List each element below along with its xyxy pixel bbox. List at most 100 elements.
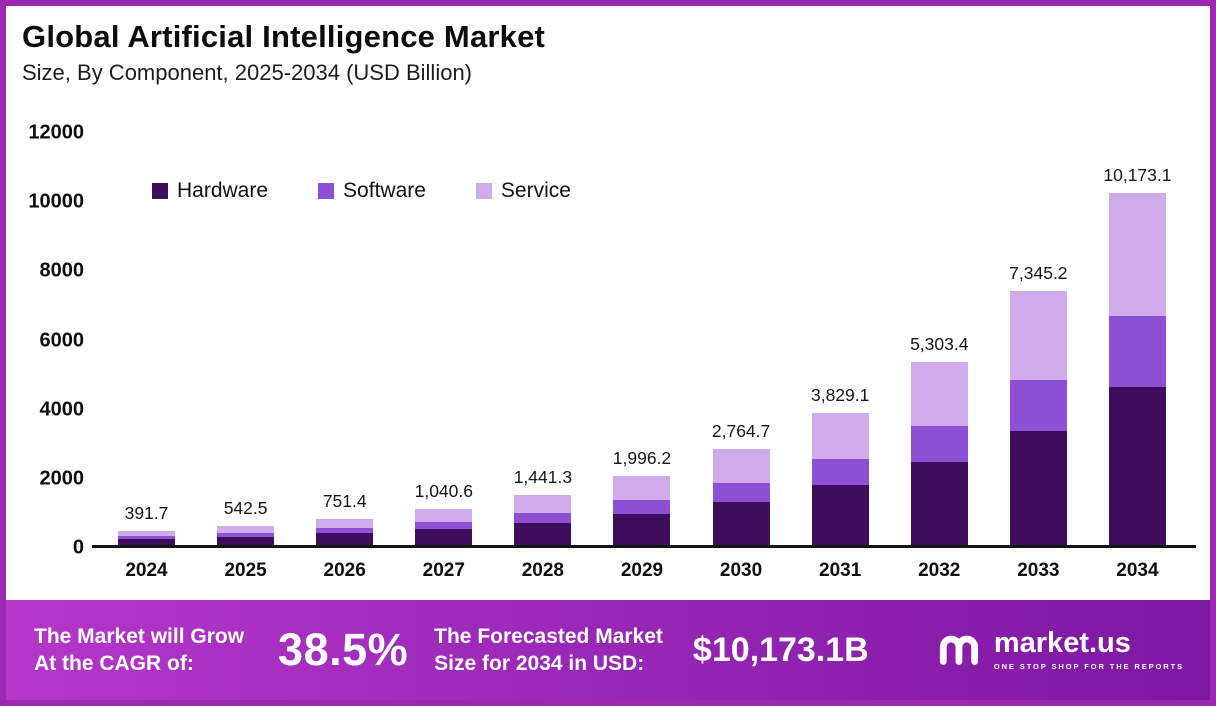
- legend-swatch-icon: [152, 183, 168, 199]
- segment-hardware[interactable]: [1108, 386, 1166, 545]
- bar-group-2029[interactable]: 1,996.2 2029: [612, 447, 672, 581]
- segment-hardware[interactable]: [613, 513, 671, 545]
- segment-hardware[interactable]: [415, 528, 473, 545]
- segment-software[interactable]: [910, 425, 968, 463]
- cagr-value: 38.5%: [278, 624, 409, 675]
- bar-group-2034[interactable]: 10,173.1 2034: [1103, 165, 1171, 581]
- bar-stack[interactable]: [811, 412, 869, 545]
- segment-service[interactable]: [712, 449, 770, 483]
- bar-total-label: 1,040.6: [414, 481, 473, 502]
- x-axis-label: 2033: [1017, 560, 1060, 581]
- forecast-value: $10,173.1B: [692, 630, 869, 669]
- chart-subtitle: Size, By Component, 2025-2034 (USD Billi…: [22, 60, 473, 86]
- forecast-label-line1: The Forecasted Market: [434, 624, 663, 648]
- x-axis-label: 2027: [422, 560, 465, 581]
- segment-hardware[interactable]: [118, 538, 175, 545]
- chart-area: 0 2000 4000 6000 8000 10000 12000 Hardware Soft…: [6, 86, 1210, 600]
- bar-total-label: 751.4: [322, 491, 367, 512]
- segment-software[interactable]: [217, 532, 275, 537]
- bar-group-2031[interactable]: 3,829.1 2031: [810, 384, 870, 581]
- cagr-label-line2: At the CAGR of:: [34, 652, 194, 675]
- segment-software[interactable]: [811, 458, 869, 486]
- bar-total-label: 2,764.7: [711, 421, 771, 442]
- segment-software[interactable]: [712, 482, 770, 502]
- segment-software[interactable]: [415, 521, 473, 529]
- segment-service[interactable]: [118, 531, 175, 537]
- bar-group-2025[interactable]: 542.5 2025: [217, 498, 275, 581]
- forecast-label: The Forecasted Market Size for 2034 in U…: [434, 623, 663, 678]
- bar-total-label: 3,829.1: [810, 384, 870, 405]
- bar-total-label: 391.7: [124, 503, 169, 524]
- legend-item-service[interactable]: Service: [475, 179, 571, 203]
- segment-software[interactable]: [514, 512, 572, 523]
- bar-stack[interactable]: [1108, 193, 1166, 545]
- y-tick-label: 4000: [39, 398, 85, 421]
- brand-text: market.us ONE STOP SHOP FOR THE REPORTS: [993, 627, 1184, 672]
- legend-item-hardware[interactable]: Hardware: [152, 179, 268, 203]
- bar-group-2026[interactable]: 751.4 2026: [316, 491, 374, 581]
- bar-group-2024[interactable]: 391.7 2024: [118, 503, 175, 581]
- y-axis: 0 2000 4000 6000 8000 10000 12000: [14, 122, 92, 559]
- x-axis-label: 2030: [719, 560, 763, 581]
- segment-software[interactable]: [118, 536, 175, 539]
- bar-stack[interactable]: [613, 475, 671, 545]
- legend: Hardware Software Service: [152, 179, 571, 203]
- chart-header: Global Artificial Intelligence Market Si…: [6, 6, 1210, 86]
- segment-software[interactable]: [316, 528, 374, 534]
- bar-stack[interactable]: [910, 361, 968, 545]
- x-axis-label: 2031: [819, 560, 862, 581]
- segment-service[interactable]: [1009, 291, 1067, 380]
- segment-software[interactable]: [1108, 316, 1166, 387]
- segment-software[interactable]: [1009, 379, 1067, 431]
- bar-total-label: 1,996.2: [612, 447, 672, 468]
- x-axis-label: 2034: [1116, 560, 1159, 581]
- bar-total-label: 10,173.1: [1103, 165, 1172, 186]
- segment-service[interactable]: [811, 412, 869, 459]
- chart-title: Global Artificial Intelligence Market: [22, 19, 546, 54]
- bar-group-2027[interactable]: 1,040.6 2027: [414, 481, 473, 581]
- market-us-logo-icon: [937, 627, 983, 673]
- cagr-label: The Market will Grow At the CAGR of:: [34, 623, 244, 678]
- bar-stack[interactable]: [118, 531, 175, 545]
- y-tick-label: 2000: [39, 467, 85, 490]
- legend-label: Service: [500, 179, 571, 202]
- bar-total-label: 5,303.4: [910, 333, 969, 354]
- bar-group-2028[interactable]: 1,441.3 2028: [514, 467, 572, 581]
- segment-service[interactable]: [415, 509, 473, 522]
- y-tick-label: 12000: [28, 121, 84, 144]
- segment-service[interactable]: [316, 519, 374, 529]
- bar-stack[interactable]: [217, 526, 275, 545]
- legend-swatch-icon: [475, 183, 492, 199]
- segment-hardware[interactable]: [514, 522, 572, 545]
- bar-stack[interactable]: [316, 519, 374, 545]
- bar-group-2033[interactable]: 7,345.2 2033: [1009, 263, 1067, 581]
- bar-group-2032[interactable]: 5,303.4 2032: [910, 333, 969, 581]
- legend-swatch-icon: [318, 183, 335, 199]
- segment-service[interactable]: [217, 526, 275, 533]
- bar-stack[interactable]: [712, 449, 770, 545]
- x-axis-label: 2025: [224, 560, 267, 581]
- brand-tagline: ONE STOP SHOP FOR THE REPORTS: [993, 662, 1184, 671]
- segment-service[interactable]: [613, 475, 671, 501]
- segment-hardware[interactable]: [712, 501, 770, 545]
- legend-label: Software: [343, 179, 426, 202]
- segment-software[interactable]: [613, 500, 671, 514]
- segment-hardware[interactable]: [316, 533, 374, 545]
- segment-hardware[interactable]: [217, 536, 275, 545]
- y-tick-label: 8000: [39, 259, 85, 282]
- bar-stack[interactable]: [514, 495, 572, 545]
- y-tick-label: 0: [72, 536, 84, 559]
- segment-hardware[interactable]: [1009, 430, 1067, 545]
- forecast-label-line2: Size for 2034 in USD:: [434, 652, 645, 675]
- segment-service[interactable]: [910, 361, 968, 426]
- bar-stack[interactable]: [415, 509, 473, 545]
- bar-stack[interactable]: [1009, 291, 1067, 545]
- segment-service[interactable]: [1108, 193, 1166, 317]
- segment-hardware[interactable]: [811, 485, 869, 545]
- bar-group-2030[interactable]: 2,764.7 2030: [711, 421, 771, 581]
- brand-name: market.us: [993, 627, 1131, 659]
- legend-item-software[interactable]: Software: [318, 179, 426, 203]
- segment-hardware[interactable]: [910, 462, 968, 545]
- segment-service[interactable]: [514, 495, 572, 513]
